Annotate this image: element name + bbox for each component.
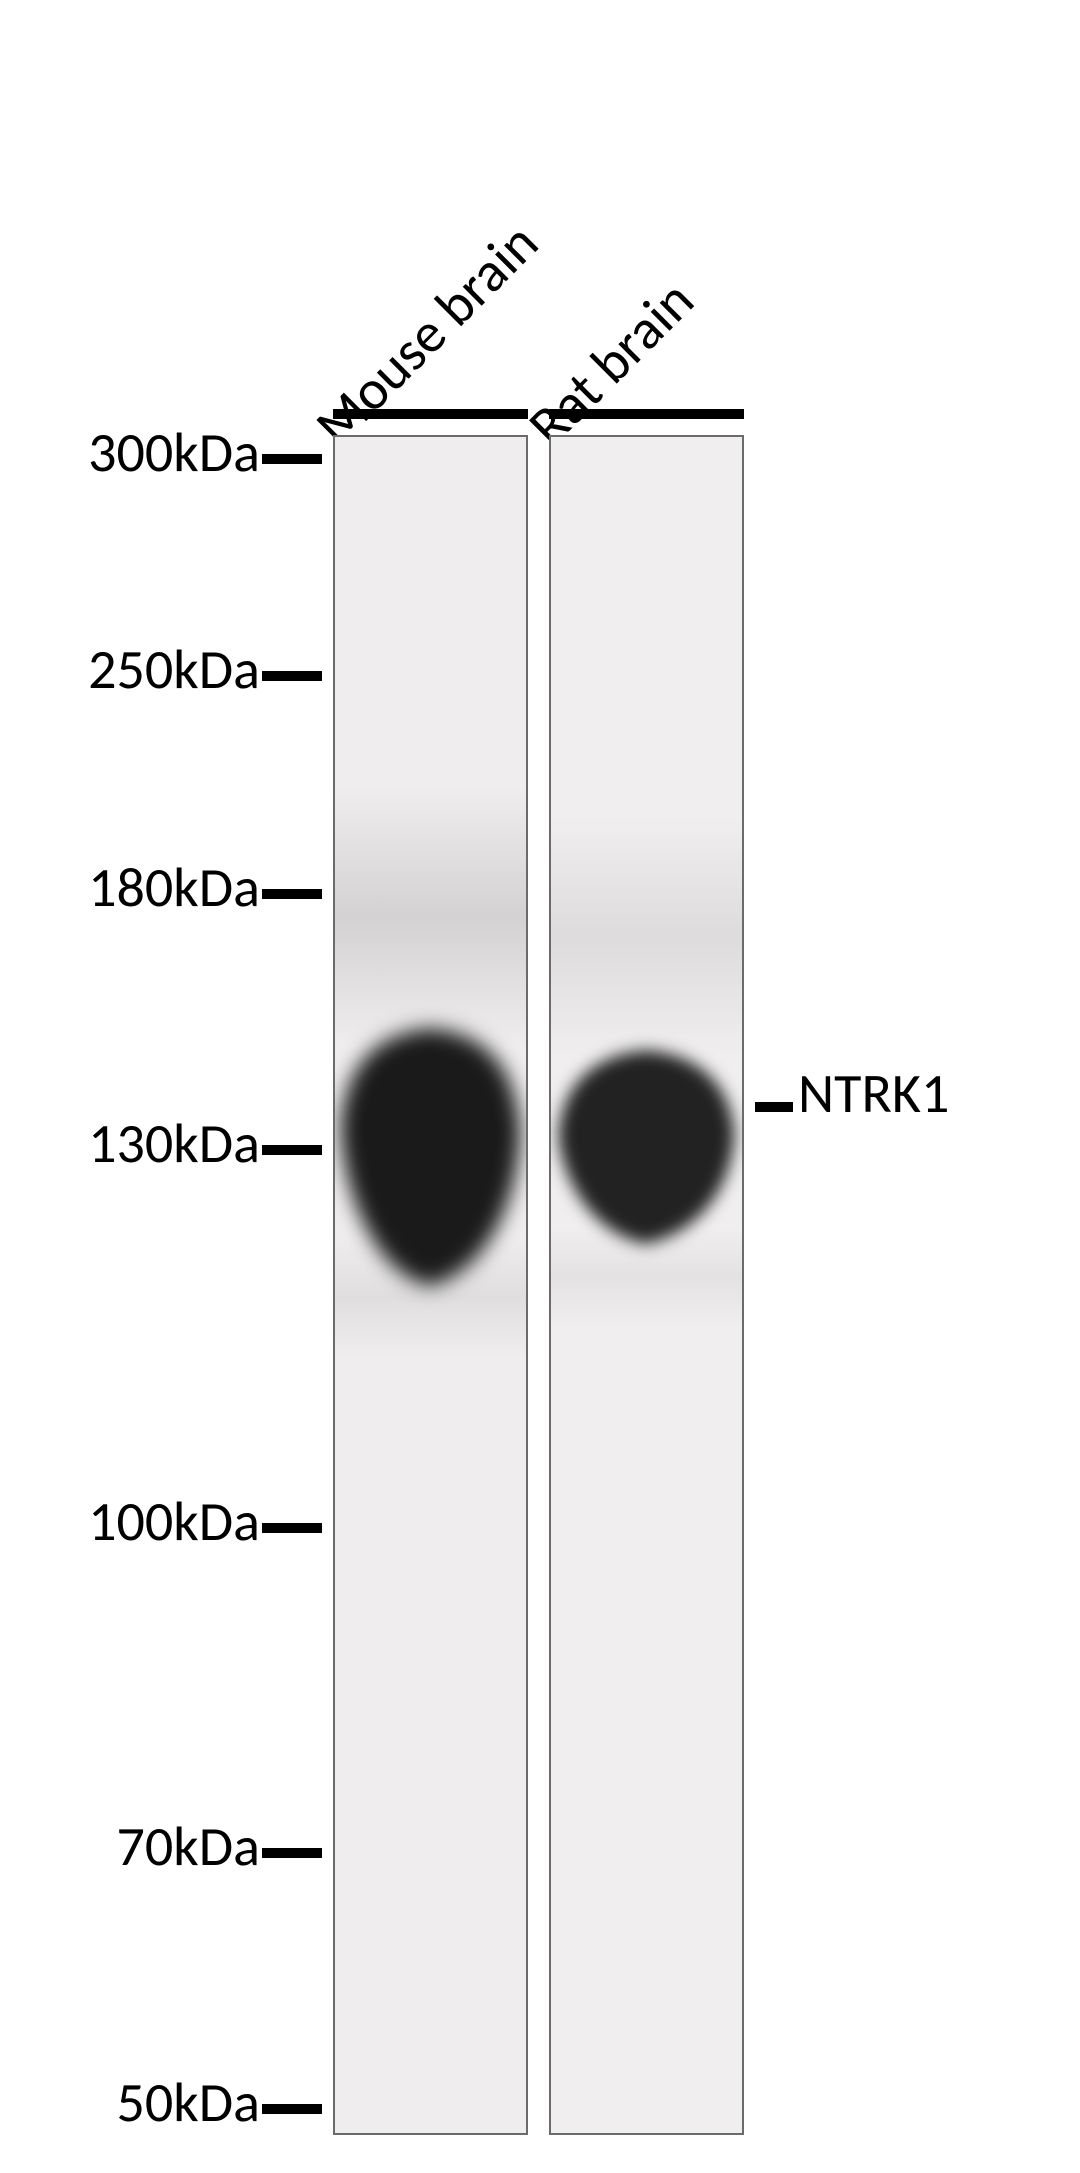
blot-smear — [551, 817, 742, 1057]
lane-label: Rat brain — [515, 267, 708, 460]
ladder-tick — [262, 454, 322, 464]
ladder-label: 100kDa — [22, 1486, 260, 1558]
blot-smear — [335, 787, 526, 1047]
target-annotation-label: NTRK1 — [798, 1058, 949, 1130]
lane-header-bar — [333, 409, 528, 419]
ladder-label: 250kDa — [22, 634, 260, 706]
blot-band — [551, 1037, 742, 1257]
ladder-tick — [262, 2104, 322, 2114]
ladder-label: 130kDa — [22, 1108, 260, 1180]
target-annotation-tick — [755, 1102, 793, 1112]
ladder-tick — [262, 1145, 322, 1155]
blot-lane — [549, 435, 744, 2135]
blot-lane — [333, 435, 528, 2135]
ladder-label: 300kDa — [22, 417, 260, 489]
ladder-label: 50kDa — [22, 2067, 260, 2139]
ladder-label: 70kDa — [22, 1811, 260, 1883]
lane-header-bar — [549, 409, 744, 419]
blot-band — [335, 1017, 526, 1297]
lane-label: Mouse brain — [302, 210, 552, 460]
ladder-tick — [262, 1523, 322, 1533]
ladder-tick — [262, 889, 322, 899]
ladder-tick — [262, 671, 322, 681]
ladder-label: 180kDa — [22, 852, 260, 924]
ladder-tick — [262, 1848, 322, 1858]
